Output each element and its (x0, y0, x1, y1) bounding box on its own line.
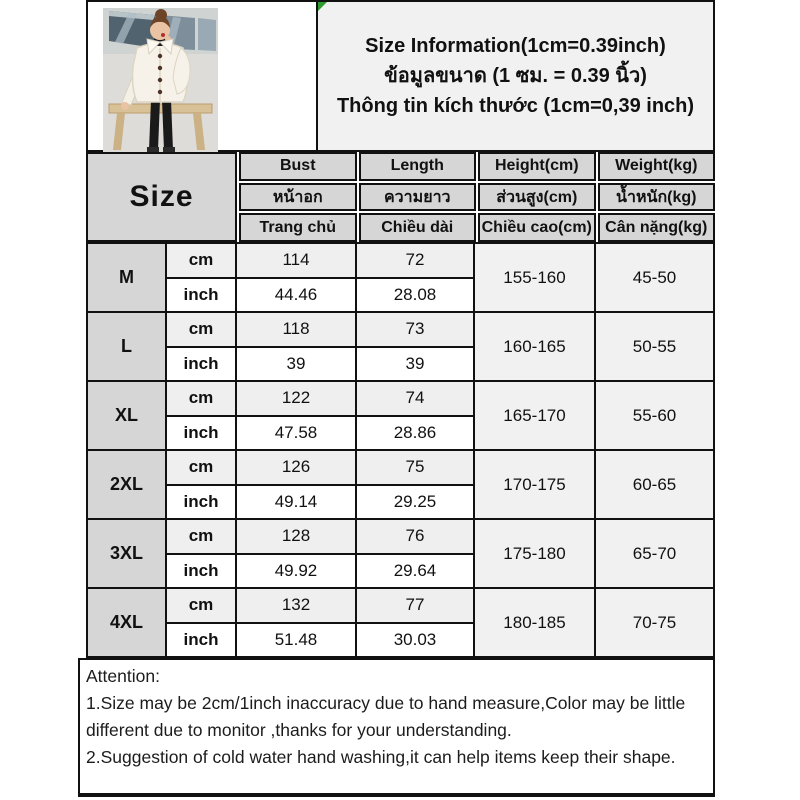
unit-inch-label: inch (167, 485, 235, 518)
cell-comment-marker-icon (318, 2, 327, 11)
header-bust-th: หน้าอก (239, 182, 357, 212)
bust-cm-value: 118 (237, 313, 355, 346)
header-bust-vi: Trang chủ (239, 213, 357, 242)
model-photo-illustration (103, 8, 218, 152)
column-headers-grid: Bust Length Height(cm) Weight(kg) หน้าอก… (239, 152, 715, 242)
unit-inch-label: inch (167, 554, 235, 587)
header-weight-en: Weight(kg) (597, 152, 715, 181)
height-value: 170-175 (475, 451, 594, 518)
header-length-vi: Chiều dài (358, 213, 476, 242)
bust-inch-value: 51.48 (237, 623, 355, 656)
bust-cm-value: 114 (237, 244, 355, 277)
header-height-en: Height(cm) (478, 152, 596, 181)
length-cm-value: 75 (357, 451, 473, 484)
title-th: ข้อมูลขนาด (1 ซม. = 0.39 นิ้ว) (384, 65, 647, 87)
row-size-label: 4XL (88, 589, 165, 656)
weight-value: 60-65 (596, 451, 713, 518)
unit-cm-label: cm (167, 382, 235, 415)
unit-cm-label: cm (167, 244, 235, 277)
length-inch-value: 30.03 (357, 623, 473, 656)
size-header-cell: Size (86, 152, 237, 242)
unit-inch-label: inch (167, 416, 235, 449)
top-section: Size Information(1cm=0.39inch) ข้อมูลขนา… (86, 0, 715, 152)
bust-inch-value: 44.46 (237, 278, 355, 311)
content-area: Size Information(1cm=0.39inch) ข้อมูลขนา… (86, 0, 715, 658)
row-size-label: M (88, 244, 165, 311)
attention-box: Attention: 1.Size may be 2cm/1inch inacc… (78, 658, 715, 797)
bust-cm-value: 122 (237, 382, 355, 415)
length-inch-value: 28.86 (357, 416, 473, 449)
length-cm-value: 74 (357, 382, 473, 415)
attention-heading: Attention: (86, 666, 160, 686)
length-cm-value: 77 (357, 589, 473, 622)
title-cell: Size Information(1cm=0.39inch) ข้อมูลขนา… (318, 0, 715, 152)
header-length-en: Length (358, 152, 476, 181)
height-value: 175-180 (475, 520, 594, 587)
row-size-label: 3XL (88, 520, 165, 587)
header-height-th: ส่วนสูง(cm) (478, 182, 596, 212)
header-length-th: ความยาว (358, 182, 476, 212)
height-value: 180-185 (475, 589, 594, 656)
bust-cm-value: 126 (237, 451, 355, 484)
header-weight-vi: Cân nặng(kg) (597, 213, 715, 242)
model-photo (103, 8, 218, 152)
row-size-label: XL (88, 382, 165, 449)
unit-inch-label: inch (167, 623, 235, 656)
attention-line-2: 2.Suggestion of cold water hand washing,… (86, 747, 676, 767)
unit-cm-label: cm (167, 451, 235, 484)
length-inch-value: 29.64 (357, 554, 473, 587)
unit-cm-label: cm (167, 520, 235, 553)
weight-value: 45-50 (596, 244, 713, 311)
header-height-vi: Chiều cao(cm) (478, 213, 596, 242)
height-value: 155-160 (475, 244, 594, 311)
weight-value: 50-55 (596, 313, 713, 380)
length-inch-value: 29.25 (357, 485, 473, 518)
unit-cm-label: cm (167, 589, 235, 622)
title-vi: Thông tin kích thước (1cm=0,39 inch) (336, 95, 695, 117)
bust-inch-value: 39 (237, 347, 355, 380)
model-photo-cell (86, 0, 318, 152)
weight-value: 70-75 (596, 589, 713, 656)
length-cm-value: 72 (357, 244, 473, 277)
table-header: Size Bust Length Height(cm) Weight(kg) ห… (86, 152, 715, 242)
title-en: Size Information(1cm=0.39inch) (365, 35, 666, 57)
bust-cm-value: 128 (237, 520, 355, 553)
unit-cm-label: cm (167, 313, 235, 346)
length-inch-value: 28.08 (357, 278, 473, 311)
row-size-label: L (88, 313, 165, 380)
unit-inch-label: inch (167, 347, 235, 380)
row-size-label: 2XL (88, 451, 165, 518)
height-value: 160-165 (475, 313, 594, 380)
bust-inch-value: 49.14 (237, 485, 355, 518)
bust-inch-value: 49.92 (237, 554, 355, 587)
length-cm-value: 76 (357, 520, 473, 553)
header-bust-en: Bust (239, 152, 357, 181)
length-inch-value: 39 (357, 347, 473, 380)
bust-cm-value: 132 (237, 589, 355, 622)
bust-inch-value: 47.58 (237, 416, 355, 449)
height-value: 165-170 (475, 382, 594, 449)
header-weight-th: น้ำหนัก(kg) (597, 182, 715, 212)
unit-inch-label: inch (167, 278, 235, 311)
attention-line-1: 1.Size may be 2cm/1inch inaccuracy due t… (86, 693, 686, 740)
size-table-body: M cm 114 72 155-160 45-50 inch 44.46 28.… (86, 242, 715, 658)
weight-value: 55-60 (596, 382, 713, 449)
length-cm-value: 73 (357, 313, 473, 346)
weight-value: 65-70 (596, 520, 713, 587)
